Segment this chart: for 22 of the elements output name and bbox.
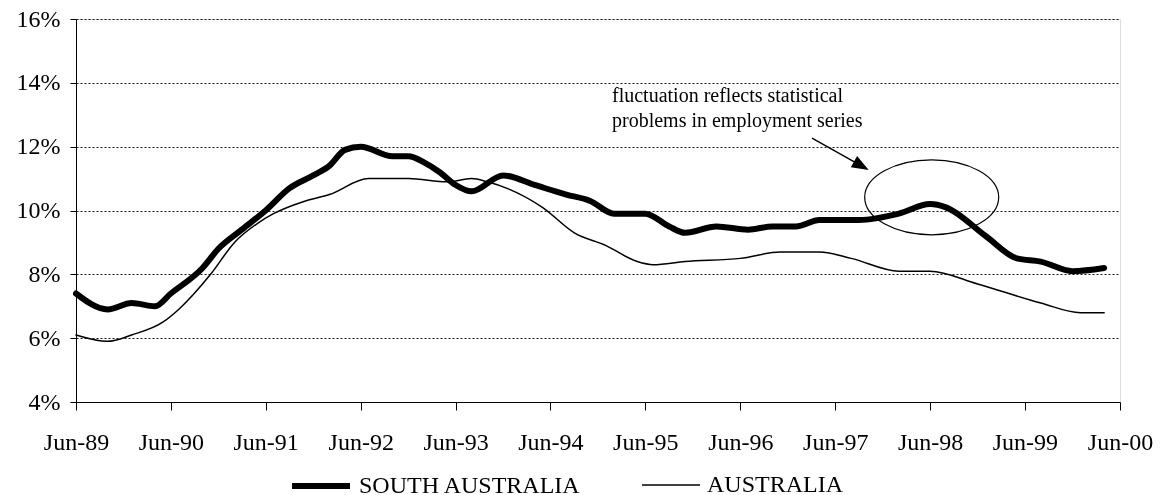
y-tick-label: 6% — [28, 324, 61, 351]
x-tick-label: Jun-95 — [613, 428, 679, 455]
x-tick-label: Jun-89 — [43, 428, 110, 455]
annotation: fluctuation reflects statistical problems in employment series — [612, 84, 863, 132]
y-tick-label: 12% — [16, 133, 61, 160]
x-tick-label: Jun-93 — [423, 428, 489, 455]
x-tick-label: Jun-90 — [138, 428, 205, 455]
x-tick-label: Jun-97 — [803, 428, 869, 455]
y-tick-label: 10% — [16, 197, 61, 223]
y-tick-label: 8% — [28, 260, 61, 287]
legend-label: SOUTH AUSTRALIA — [359, 472, 581, 495]
x-tick-label: Jun-96 — [708, 428, 774, 455]
x-tick-label: Jun-99 — [992, 428, 1059, 455]
x-tick-label: Jun-98 — [897, 428, 964, 455]
x-tick-label: Jun-92 — [328, 428, 394, 455]
x-tick-label: Jun-91 — [233, 428, 299, 455]
y-tick-label: 14% — [16, 69, 61, 96]
x-tick-label: Jun-94 — [518, 428, 584, 455]
x-tick-label: Jun-00 — [1087, 428, 1154, 455]
legend-label: AUSTRALIA — [707, 471, 844, 495]
y-tick-label: 4% — [28, 388, 61, 415]
y-tick-label: 16% — [16, 5, 61, 32]
